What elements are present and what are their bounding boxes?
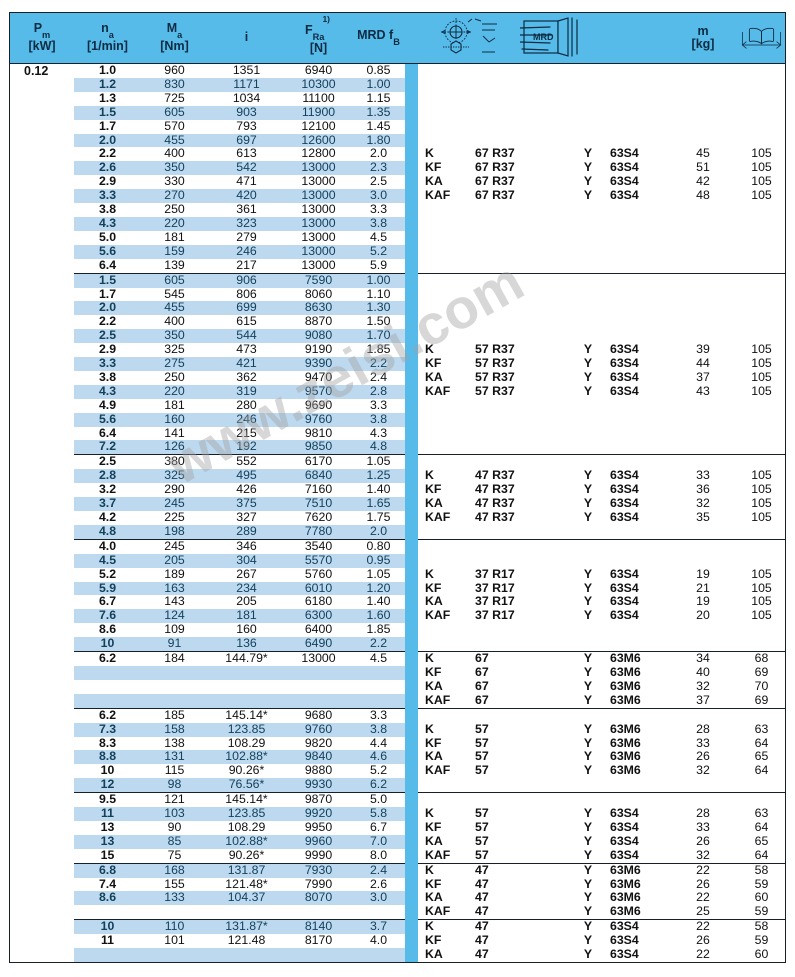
- svg-text:MRD: MRD: [533, 32, 554, 42]
